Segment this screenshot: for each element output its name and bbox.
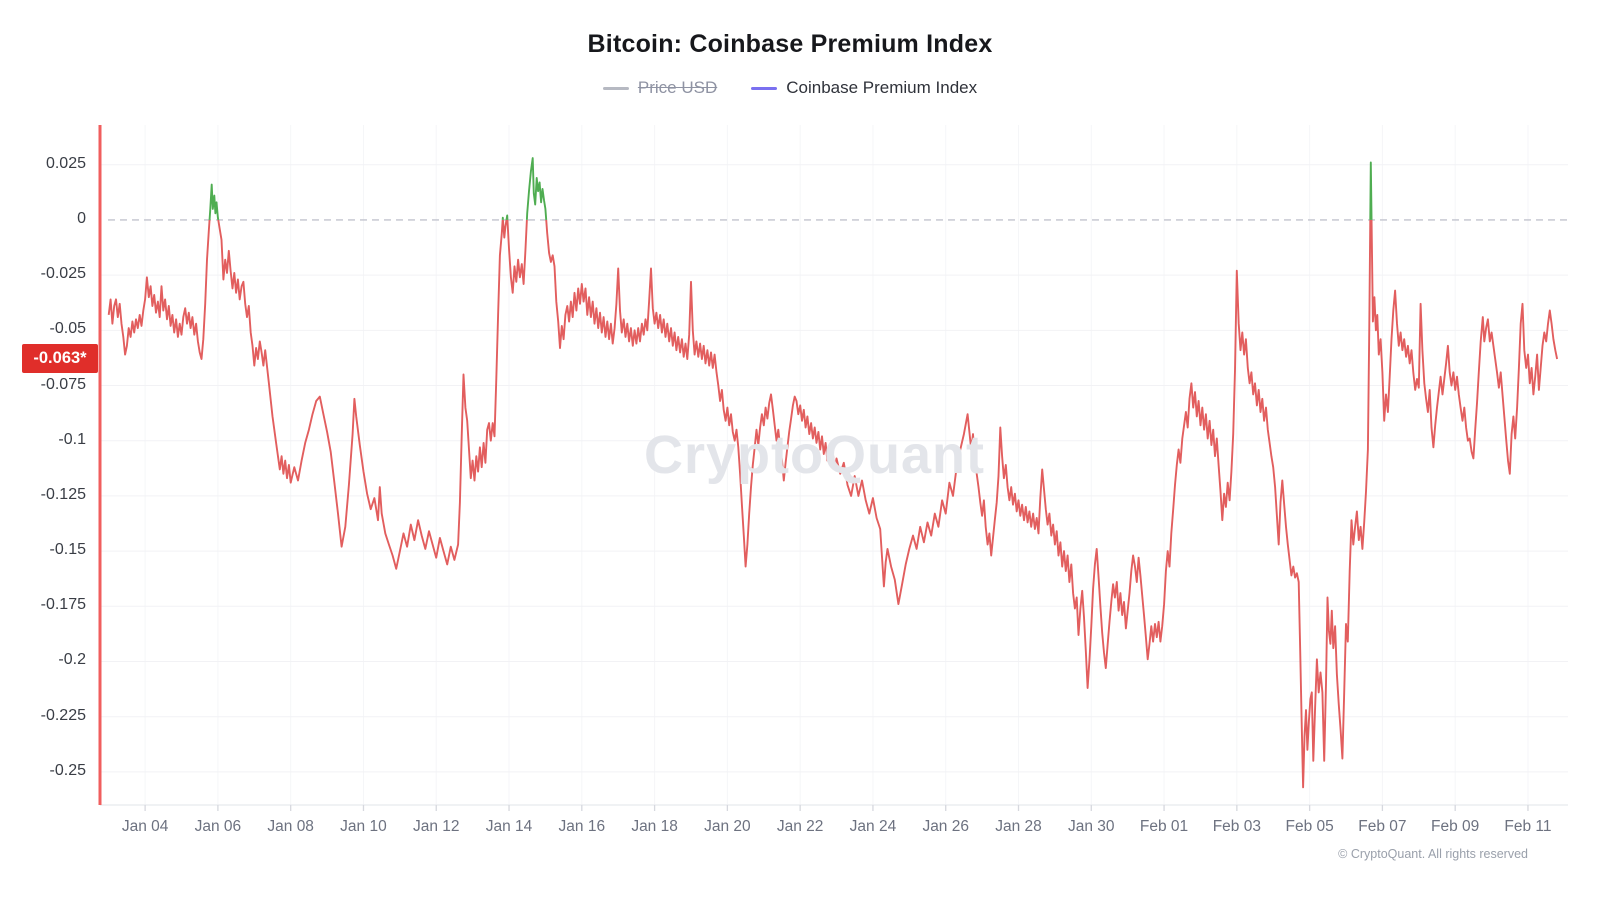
price-usd-swatch-icon bbox=[602, 86, 629, 90]
x-tick-label: Jan 10 bbox=[340, 818, 387, 835]
y-tick-label: -0.1 bbox=[58, 430, 86, 448]
x-tick-label: Jan 12 bbox=[412, 818, 460, 835]
legend: Price USD Coinbase Premium Index bbox=[0, 78, 1580, 98]
y-tick-label: -0.225 bbox=[40, 706, 86, 724]
y-tick-label: -0.075 bbox=[40, 375, 86, 393]
x-tick-label: Jan 22 bbox=[776, 818, 824, 835]
legend-label-coinbase-premium-index: Coinbase Premium Index bbox=[786, 78, 978, 97]
legend-item-coinbase-premium-index[interactable]: Coinbase Premium Index bbox=[751, 78, 977, 98]
y-tick-label: -0.025 bbox=[40, 265, 86, 283]
x-tick-label: Jan 24 bbox=[849, 818, 897, 835]
chart-title: Bitcoin: Coinbase Premium Index bbox=[587, 30, 993, 58]
x-tick-label: Jan 28 bbox=[995, 818, 1042, 835]
x-tick-label: Jan 18 bbox=[631, 818, 678, 835]
x-tick-label: Jan 06 bbox=[194, 818, 242, 835]
x-tick-label: Jan 20 bbox=[704, 818, 751, 835]
y-tick-label: 0 bbox=[77, 209, 86, 227]
y-tick-label: -0.125 bbox=[40, 485, 86, 503]
y-tick-label: -0.05 bbox=[49, 320, 86, 338]
x-tick-label: Feb 05 bbox=[1285, 818, 1334, 835]
y-tick-label: -0.15 bbox=[49, 541, 86, 559]
x-tick-label: Feb 11 bbox=[1504, 818, 1552, 835]
current-value-badge: -0.063* bbox=[22, 344, 98, 374]
x-tick-label: Jan 16 bbox=[558, 818, 606, 835]
x-tick-label: Feb 03 bbox=[1212, 818, 1261, 835]
copyright-text: © CryptoQuant. All rights reserved bbox=[1338, 847, 1528, 861]
x-tick-label: Feb 01 bbox=[1139, 818, 1189, 835]
y-tick-label: 0.025 bbox=[45, 154, 86, 172]
x-axis-ticks bbox=[144, 805, 1529, 811]
premium-index-line-negative bbox=[107, 219, 1559, 789]
legend-item-price-usd[interactable]: Price USD bbox=[602, 78, 718, 98]
y-tick-label: -0.175 bbox=[40, 596, 86, 614]
x-tick-label: Jan 14 bbox=[485, 818, 533, 835]
x-tick-label: Feb 07 bbox=[1358, 818, 1407, 835]
coinbase-premium-index-swatch-icon bbox=[751, 86, 778, 90]
vertical-gridlines bbox=[144, 125, 1529, 805]
x-tick-label: Jan 08 bbox=[267, 818, 314, 835]
premium-index-line-positive bbox=[208, 157, 1373, 220]
x-tick-label: Jan 30 bbox=[1068, 818, 1115, 835]
legend-label-price-usd: Price USD bbox=[637, 78, 718, 97]
x-tick-label: Jan 04 bbox=[121, 818, 169, 835]
x-tick-label: Feb 09 bbox=[1431, 818, 1480, 835]
y-tick-label: -0.25 bbox=[49, 761, 86, 779]
y-tick-label: -0.2 bbox=[58, 651, 86, 669]
x-tick-label: Jan 26 bbox=[922, 818, 969, 835]
